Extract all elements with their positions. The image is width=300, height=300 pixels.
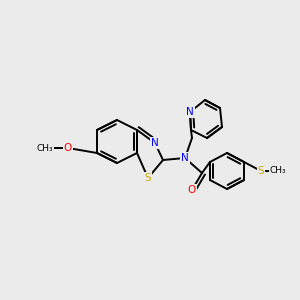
Text: S: S <box>145 173 151 183</box>
Text: O: O <box>64 143 72 153</box>
Text: CH₃: CH₃ <box>270 167 286 176</box>
Text: O: O <box>188 185 196 195</box>
Text: N: N <box>186 107 194 117</box>
Text: CH₃: CH₃ <box>37 143 53 152</box>
Text: N: N <box>151 138 159 148</box>
Text: S: S <box>258 166 264 176</box>
Text: N: N <box>181 153 189 163</box>
